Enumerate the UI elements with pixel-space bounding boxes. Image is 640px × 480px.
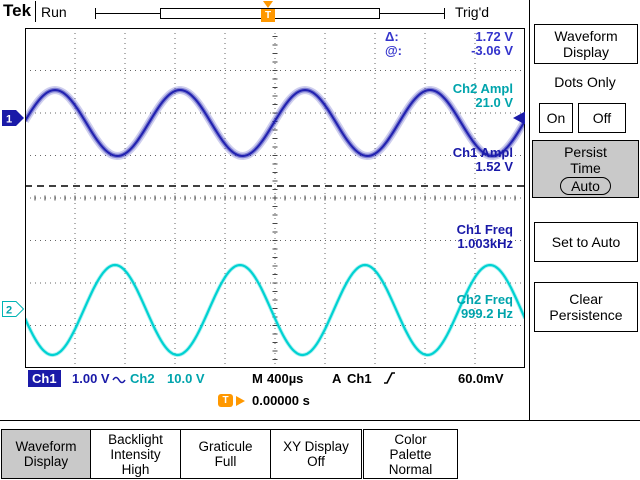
time-marker-arrow-icon [236, 396, 245, 406]
cursor-readout: Δ: 1.72 V @: -3.06 V [385, 30, 513, 58]
bottom-menu-graticule[interactable]: Graticule Full [180, 429, 271, 479]
measurement-value: 1.003kHz [457, 236, 513, 251]
cursor-at-row: @: -3.06 V [385, 44, 513, 58]
menu-divider-horizontal [0, 420, 640, 421]
time-marker-t-icon: T [218, 394, 233, 407]
measurement-ch2-freq: Ch2 Freq 999.2 Hz [385, 293, 513, 321]
dots-only-off-button[interactable]: Off [578, 103, 626, 133]
cursor-delta-value: 1.72 V [475, 29, 513, 44]
svg-text:2: 2 [6, 305, 12, 317]
trigger-level-value: 60.0mV [458, 371, 504, 386]
record-view-right-tick [444, 8, 445, 19]
ch1-scale-value: 1.00 V [72, 371, 110, 386]
persist-time-value: Auto [560, 176, 611, 195]
acquisition-status: Run [41, 4, 67, 20]
ch2-scale-value: 10.0 V [167, 371, 205, 386]
trigger-mode: A [332, 371, 342, 386]
menu-divider-vertical [529, 0, 530, 420]
measurement-label: Ch2 Ampl [452, 81, 513, 96]
measurement-label: Ch2 Freq [456, 292, 513, 307]
measurement-ch1-freq: Ch1 Freq 1.003kHz [385, 223, 513, 251]
trigger-position-caret-icon [263, 1, 273, 8]
side-menu-title: Waveform Display [534, 24, 638, 64]
trigger-status: Trig'd [455, 4, 490, 20]
clear-persistence-button[interactable]: Clear Persistence [534, 282, 638, 332]
timebase-value: 400µs [267, 371, 304, 386]
ch1-scale-badge: Ch1 [28, 370, 61, 387]
ch1-coupling-icon [112, 376, 126, 384]
cursor-delta-row: Δ: 1.72 V [385, 30, 513, 44]
dots-only-on-button[interactable]: On [539, 103, 573, 133]
record-view-left-tick [95, 8, 96, 19]
ch2-position-marker: 2 [2, 301, 25, 317]
trigger-slope-rising-icon [384, 372, 395, 384]
bottom-menu-xy-display[interactable]: XY Display Off [270, 429, 362, 479]
measurement-label: Ch1 Ampl [452, 145, 513, 160]
measurement-ch2-ampl: Ch2 Ampl 21.0 V [385, 82, 513, 110]
ch1-position-marker: 1 [2, 110, 24, 126]
cursor-delta-label: Δ: [385, 29, 399, 44]
set-to-auto-button[interactable]: Set to Auto [534, 222, 638, 262]
graticule-display [25, 28, 525, 368]
trigger-source: Ch1 [347, 371, 372, 386]
bottom-menu-color-palette[interactable]: Color Palette Normal [363, 429, 458, 479]
persist-time-label: Persist Time [564, 143, 607, 176]
cursor-at-label: @: [385, 43, 403, 58]
persist-time-button[interactable]: Persist Time Auto [532, 140, 639, 198]
timebase-label: M [252, 371, 263, 386]
bottom-menu-waveform-display[interactable]: Waveform Display [1, 429, 91, 479]
measurement-value: 1.52 V [475, 159, 513, 174]
cursor-at-value: -3.06 V [471, 43, 513, 58]
tek-logo: Tek [3, 1, 32, 20]
logo-divider [35, 1, 36, 22]
bottom-menu-backlight-intensity[interactable]: Backlight Intensity High [90, 429, 181, 479]
trigger-position-t-icon: T [261, 9, 275, 22]
trigger-level-arrow-icon [513, 111, 525, 125]
trigger-time-value: 0.00000 s [252, 393, 310, 408]
svg-text:1: 1 [6, 114, 12, 126]
ch2-scale-badge: Ch2 [130, 371, 155, 386]
measurement-ch1-ampl: Ch1 Ampl 1.52 V [385, 146, 513, 174]
measurement-value: 21.0 V [475, 95, 513, 110]
dots-only-label: Dots Only [554, 74, 616, 90]
measurement-value: 999.2 Hz [460, 306, 513, 321]
measurement-label: Ch1 Freq [456, 222, 513, 237]
